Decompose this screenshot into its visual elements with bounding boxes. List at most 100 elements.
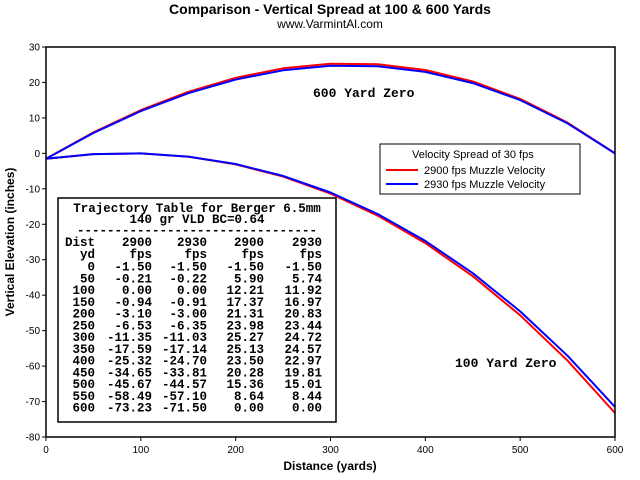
- table-cell: 200: [72, 308, 95, 322]
- table-cell: 500: [72, 378, 95, 392]
- table-cell: 23.44: [284, 319, 322, 333]
- table-cell: 550: [72, 390, 95, 404]
- plot-area-frame: [45, 46, 616, 438]
- table-cell: -1.50: [284, 261, 322, 275]
- table-cell: 21.31: [226, 308, 264, 322]
- table-cell: 22.97: [284, 355, 322, 369]
- trajectory-table-box: [57, 197, 337, 423]
- x-tick-label: 300: [322, 445, 339, 456]
- table-header-cell: fps: [299, 248, 322, 262]
- table-cell: -33.81: [162, 366, 207, 380]
- y-tick-label: -60: [26, 362, 41, 373]
- table-cell: -0.22: [169, 272, 207, 286]
- legend-label-2930: 2930 fps Muzzle Velocity: [424, 179, 546, 191]
- table-cell: -25.32: [107, 355, 152, 369]
- chart-title: Comparison - Vertical Spread at 100 & 60…: [169, 1, 491, 17]
- table-cell: 100: [72, 284, 95, 298]
- table-cell: -17.14: [162, 343, 208, 357]
- table-cell: 350: [72, 343, 95, 357]
- table-cell: 8.44: [292, 390, 323, 404]
- series-line-600yd-2930: [45, 64, 616, 160]
- table-cell: 400: [72, 355, 95, 369]
- table-cell: -0.21: [114, 272, 152, 286]
- table-cell: -11.03: [162, 331, 207, 345]
- y-tick-label: -10: [26, 184, 41, 195]
- table-cell: 11.92: [284, 284, 322, 298]
- table-cell: 0.00: [292, 402, 322, 416]
- table-cell: -3.00: [169, 308, 207, 322]
- table-header-cell: fps: [241, 248, 264, 262]
- table-header-cell: fps: [129, 248, 152, 262]
- table-cell: 150: [72, 296, 95, 310]
- table-cell: 0.00: [122, 284, 152, 298]
- series-layer: [45, 62, 616, 414]
- annotation-600-yard-zero: 600 Yard Zero: [313, 86, 415, 101]
- table-cell: -3.10: [114, 308, 152, 322]
- table-title: Trajectory Table for Berger 6.5mm: [73, 202, 321, 216]
- table-cell: 23.98: [226, 319, 264, 333]
- table-cell: -57.10: [162, 390, 207, 404]
- y-tick-label: 20: [29, 78, 41, 89]
- table-cell: 19.81: [284, 366, 322, 380]
- table-cell: 16.97: [284, 296, 322, 310]
- table-cell: 25.27: [226, 331, 264, 345]
- y-tick-label: -70: [26, 397, 41, 408]
- table-cell: -44.57: [162, 378, 207, 392]
- x-tick-label: 0: [43, 445, 49, 456]
- table-cell: 12.21: [226, 284, 264, 298]
- table-cell: 20.28: [226, 366, 264, 380]
- y-tick-label: -20: [26, 220, 41, 231]
- table-cell: 0: [87, 261, 95, 275]
- table-cell: -6.35: [169, 319, 207, 333]
- table-cell: -17.59: [107, 343, 152, 357]
- table-header-cell: 2930: [177, 236, 207, 250]
- series-line-100yd-2930: [45, 152, 616, 408]
- table-cell: 15.01: [284, 378, 322, 392]
- table-rule: --------------------------------: [77, 224, 317, 238]
- legend-title: Velocity Spread of 30 fps: [412, 149, 534, 161]
- y-tick-label: 0: [34, 149, 40, 160]
- table-cell: 23.50: [226, 355, 264, 369]
- table-header-cell: yd: [80, 248, 95, 262]
- table-body: Dist 2900 2930 2900 2930 yd fps fps fps fps 0 -1.50…: [65, 236, 323, 416]
- table-cell: 300: [72, 331, 95, 345]
- table-header-cell: Dist: [65, 236, 95, 250]
- table-cell: -1.50: [169, 261, 207, 275]
- table-cell: 8.64: [234, 390, 265, 404]
- y-tick-label: -30: [26, 255, 41, 266]
- table-cell: -11.35: [107, 331, 152, 345]
- x-tick-label: 500: [512, 445, 529, 456]
- table-cell: -6.53: [114, 319, 152, 333]
- annotation-100-yard-zero: 100 Yard Zero: [455, 356, 557, 371]
- x-tick-label: 600: [607, 445, 624, 456]
- table-cell: 17.37: [226, 296, 264, 310]
- table-header-cell: fps: [184, 248, 207, 262]
- table-cell: -71.50: [162, 402, 207, 416]
- table-cell: 0.00: [234, 402, 264, 416]
- trajectory-table: Trajectory Table for Berger 6.5mm 140 gr…: [57, 197, 337, 423]
- table-cell: 20.83: [284, 308, 322, 322]
- table-cell: -1.50: [226, 261, 264, 275]
- table-cell: 24.72: [284, 331, 322, 345]
- table-cell: 50: [80, 272, 95, 286]
- chart-subtitle: www.VarmintAl.com: [276, 17, 383, 31]
- x-tick-label: 200: [227, 445, 244, 456]
- table-header-cell: 2900: [234, 236, 264, 250]
- table-subtitle: 140 gr VLD BC=0.64: [129, 213, 265, 227]
- x-axis-label: Distance (yards): [283, 459, 376, 473]
- table-cell: -34.65: [107, 366, 152, 380]
- table-cell: -24.70: [162, 355, 207, 369]
- y-tick-label: -40: [26, 291, 41, 302]
- table-cell: 600: [72, 402, 95, 416]
- table-cell: -0.91: [169, 296, 207, 310]
- table-cell: 25.13: [226, 343, 264, 357]
- table-cell: 250: [72, 319, 95, 333]
- table-cell: 24.57: [284, 343, 322, 357]
- x-axis-ticks: 0 100 200 300 400 500 600: [43, 437, 624, 456]
- y-tick-label: 30: [29, 43, 41, 54]
- table-cell: -0.94: [114, 296, 152, 310]
- y-tick-label: -80: [26, 433, 41, 444]
- table-cell: -1.50: [114, 261, 152, 275]
- y-tick-label: -50: [26, 326, 41, 337]
